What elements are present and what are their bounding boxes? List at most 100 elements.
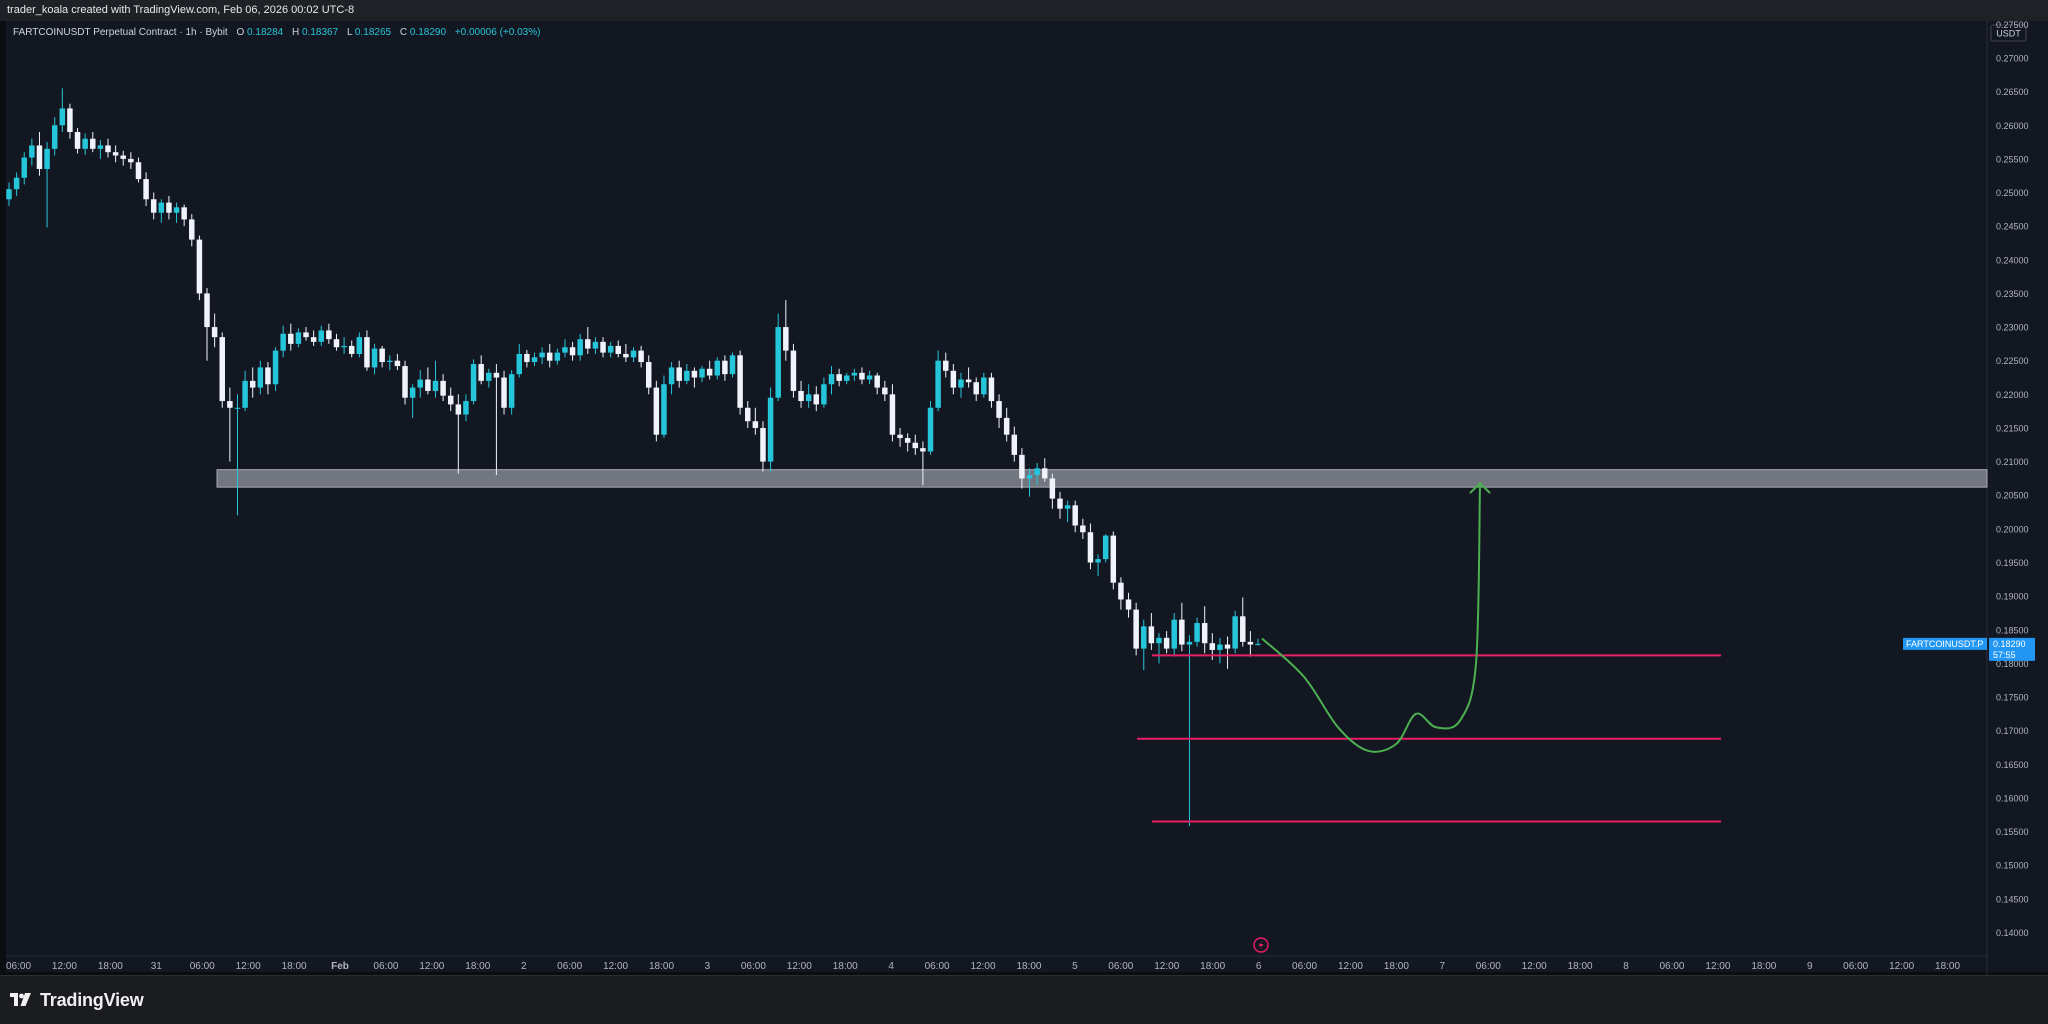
x-tick-label: 12:00 bbox=[1889, 961, 1914, 972]
projection-arrowhead bbox=[1469, 481, 1491, 494]
price-tag-value: 0.18290 bbox=[1993, 639, 2026, 649]
legend-symbol: FARTCOINUSDT Perpetual Contract · 1h · B… bbox=[13, 27, 228, 38]
candle-body bbox=[554, 352, 561, 361]
x-tick-label: 6 bbox=[1256, 961, 1262, 972]
x-tick-label: 2 bbox=[521, 961, 527, 972]
candle-body bbox=[478, 364, 484, 381]
candle-body bbox=[242, 380, 248, 408]
candle-body bbox=[1255, 643, 1261, 645]
price-axis-panel[interactable] bbox=[1987, 21, 2048, 972]
y-tick-label: 0.18000 bbox=[1996, 659, 2029, 669]
candle-body bbox=[135, 162, 142, 180]
event-bolt-icon[interactable] bbox=[1253, 937, 1269, 953]
chart-frame[interactable]: FARTCOINUSDT Perpetual Contract · 1h · B… bbox=[0, 21, 2048, 975]
candle-body bbox=[128, 158, 134, 163]
x-tick-label: 06:00 bbox=[1108, 961, 1133, 972]
price-tag-countdown: 57:55 bbox=[1993, 650, 2016, 660]
candle-body bbox=[272, 350, 279, 385]
y-tick-label: 0.16500 bbox=[1996, 760, 2029, 770]
x-tick-label: 12:00 bbox=[1338, 961, 1363, 972]
candle-body bbox=[379, 348, 385, 363]
candle-body bbox=[1232, 616, 1238, 649]
x-tick-label: 7 bbox=[1440, 961, 1446, 972]
candle-body bbox=[1095, 559, 1101, 563]
x-tick-label: 12:00 bbox=[971, 961, 996, 972]
candle-body bbox=[196, 239, 203, 294]
candle-body bbox=[82, 138, 88, 149]
candle-body bbox=[973, 382, 979, 395]
candle-body bbox=[493, 372, 500, 378]
x-tick-label: 9 bbox=[1807, 961, 1813, 972]
candle-body bbox=[310, 337, 317, 342]
tradingview-logo[interactable]: TradingView bbox=[10, 988, 144, 1012]
candle-body bbox=[714, 360, 721, 376]
candle-body bbox=[1141, 626, 1147, 649]
candle-body bbox=[356, 337, 363, 354]
x-tick-label: 06:00 bbox=[925, 961, 950, 972]
projection-path[interactable] bbox=[1261, 483, 1481, 753]
x-tick-label: 8 bbox=[1623, 961, 1629, 972]
candle-body bbox=[463, 401, 469, 415]
candle-body bbox=[623, 353, 629, 358]
candle-body bbox=[859, 372, 865, 380]
candle-body bbox=[790, 350, 797, 391]
candle-body bbox=[158, 202, 165, 213]
candle-body bbox=[143, 179, 149, 200]
legend-l-value: 0.18265 bbox=[355, 27, 392, 38]
candle-body bbox=[1186, 641, 1193, 645]
attribution-bar: trader_koala created with TradingView.co… bbox=[0, 0, 2048, 21]
candle-body bbox=[676, 367, 682, 381]
candle-body bbox=[51, 125, 58, 149]
price-chart[interactable]: FARTCOINUSDT Perpetual Contract · 1h · B… bbox=[0, 21, 2048, 975]
candle-body bbox=[531, 357, 538, 363]
y-tick-label: 0.21000 bbox=[1996, 457, 2029, 467]
candle-body bbox=[950, 370, 957, 388]
candle-body bbox=[326, 330, 332, 340]
attribution-text: trader_koala created with TradingView.co… bbox=[7, 4, 355, 16]
candle-body bbox=[1064, 505, 1071, 509]
y-tick-label: 0.24000 bbox=[1996, 255, 2029, 265]
candle-body bbox=[607, 345, 614, 353]
candle-body bbox=[29, 145, 35, 158]
y-tick-label: 0.25500 bbox=[1996, 154, 2029, 164]
candle-body bbox=[105, 145, 111, 153]
candle-body bbox=[1072, 505, 1078, 526]
y-tick-label: 0.15000 bbox=[1996, 861, 2029, 871]
projection bbox=[1261, 481, 1491, 753]
candle-body bbox=[615, 345, 622, 354]
x-tick-label: 12:00 bbox=[603, 961, 628, 972]
candle-body bbox=[760, 427, 766, 462]
candle-body bbox=[851, 372, 858, 376]
y-tick-label: 0.14500 bbox=[1996, 894, 2029, 904]
y-tick-label: 0.26000 bbox=[1996, 121, 2029, 131]
candle-body bbox=[97, 145, 104, 149]
candle-body bbox=[638, 350, 644, 363]
candle-body bbox=[691, 370, 698, 378]
candle-body bbox=[1171, 619, 1177, 649]
y-tick-label: 0.17500 bbox=[1996, 693, 2029, 703]
candle-body bbox=[394, 360, 401, 367]
currency-button[interactable] bbox=[1990, 24, 2027, 42]
y-tick-label: 0.17000 bbox=[1996, 726, 2029, 736]
price-tag-bg bbox=[1989, 637, 2035, 661]
candle-body bbox=[1026, 475, 1033, 479]
support-zone[interactable] bbox=[216, 469, 1988, 488]
candle-body bbox=[150, 199, 157, 213]
candle-body bbox=[204, 293, 210, 328]
candle-body bbox=[501, 377, 507, 408]
legend-o-value: 0.18284 bbox=[247, 27, 284, 38]
y-tick-label: 0.25000 bbox=[1996, 188, 2029, 198]
candle-body bbox=[1156, 637, 1162, 644]
candle-body bbox=[364, 337, 370, 368]
candle-body bbox=[1011, 434, 1018, 455]
y-tick-label: 0.19000 bbox=[1996, 592, 2029, 602]
y-tick-label: 0.22000 bbox=[1996, 390, 2029, 400]
symbol-tag-bg bbox=[1903, 637, 1987, 650]
candle-body bbox=[1042, 468, 1048, 479]
y-tick-label: 0.19500 bbox=[1996, 558, 2029, 568]
candle-body bbox=[828, 374, 835, 385]
candle-body bbox=[409, 387, 416, 398]
x-tick-label: 06:00 bbox=[557, 961, 582, 972]
candle-body bbox=[653, 387, 660, 435]
candle-body bbox=[524, 353, 530, 363]
